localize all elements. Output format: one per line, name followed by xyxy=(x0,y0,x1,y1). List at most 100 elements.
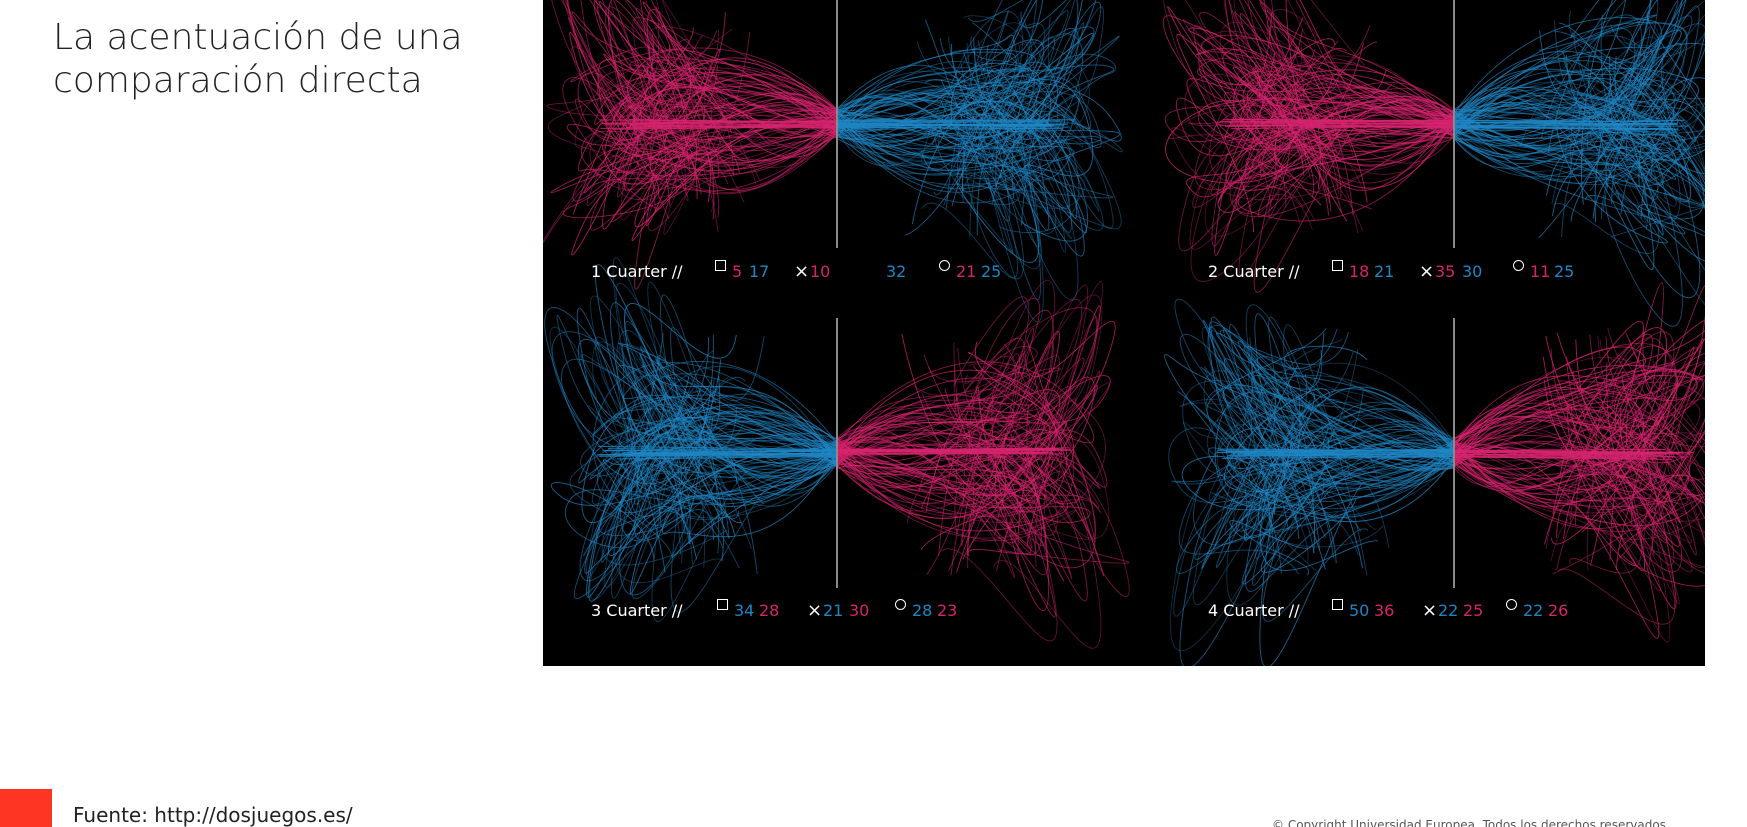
trajectory-line xyxy=(1240,38,1455,166)
trajectory-line xyxy=(1224,394,1455,536)
trajectory-line xyxy=(1188,27,1455,135)
trajectory-line xyxy=(1203,370,1455,499)
trajectory-line xyxy=(1453,53,1705,193)
trajectory-line xyxy=(836,112,1050,236)
trajectory-line xyxy=(836,412,1033,549)
trajectory-line xyxy=(1248,433,1455,502)
trajectory-line xyxy=(543,84,838,244)
copyright-note: © Copyright Universidad Europea. Todos l… xyxy=(1272,818,1666,827)
trajectory-core-line xyxy=(1453,453,1664,456)
trajectory-line xyxy=(836,0,1044,207)
trajectory-line xyxy=(1197,58,1455,153)
trajectory-line xyxy=(836,433,1038,502)
trajectory-line xyxy=(1453,43,1705,181)
trajectory-line xyxy=(1252,375,1455,564)
trajectory-line xyxy=(1453,61,1697,142)
quarter-trajectories-1 xyxy=(543,0,1123,323)
trajectory-line xyxy=(1201,365,1455,569)
trajectory-line xyxy=(1453,336,1704,440)
trajectory-line xyxy=(836,447,1102,649)
trajectory-line xyxy=(1453,138,1676,188)
trajectory-line xyxy=(1453,381,1705,467)
trajectory-core-line xyxy=(1453,119,1685,124)
circle-symbol-icon xyxy=(1506,599,1517,610)
trajectory-line xyxy=(1453,0,1627,138)
circle-value-b: 23 xyxy=(937,601,958,620)
trajectory-line xyxy=(1453,105,1686,235)
trajectory-core-line xyxy=(836,452,1064,455)
trajectory-line xyxy=(1198,100,1455,154)
trajectory-line xyxy=(629,56,838,114)
trajectory-line xyxy=(592,341,838,486)
trajectory-line xyxy=(836,298,1041,463)
trajectory-line xyxy=(1274,113,1455,231)
trajectory-line xyxy=(1222,48,1455,212)
trajectory-line xyxy=(1214,52,1455,256)
trajectory-line xyxy=(1453,441,1692,552)
trajectory-line xyxy=(1453,335,1678,456)
trajectory-line xyxy=(836,327,1034,576)
trajectory-line xyxy=(1271,0,1455,147)
trajectory-line xyxy=(627,49,838,141)
trajectory-line xyxy=(1453,70,1683,327)
trajectory-core-line xyxy=(600,126,838,129)
trajectory-core-line xyxy=(1221,120,1455,124)
circle-value-a: 28 xyxy=(912,601,933,620)
quarter-legend-4: 4 Cuarter // 50 36 × 22 25 22 26 xyxy=(1208,599,1608,623)
trajectory-line xyxy=(1453,402,1660,639)
trajectory-core-line xyxy=(616,455,838,460)
trajectory-line xyxy=(1453,337,1667,504)
trajectory-line xyxy=(567,0,838,192)
trajectory-line xyxy=(647,281,838,470)
trajectory-canvas xyxy=(543,0,1705,666)
trajectory-line xyxy=(1246,97,1455,151)
trajectory-line xyxy=(1453,394,1675,566)
trajectory-line xyxy=(836,35,1120,156)
trajectory-line xyxy=(551,447,838,560)
cross-value-b: 25 xyxy=(1463,601,1484,620)
trajectory-line xyxy=(1208,453,1455,502)
trajectory-line xyxy=(1453,10,1645,138)
trajectory-line xyxy=(836,375,1111,450)
trajectory-line xyxy=(1183,19,1455,221)
trajectory-line xyxy=(836,438,1047,556)
trajectory-line xyxy=(1205,387,1455,549)
trajectory-line xyxy=(1453,69,1705,306)
square-symbol-icon xyxy=(1332,260,1343,271)
trajectory-line xyxy=(836,18,1122,230)
trajectory-line xyxy=(608,0,838,128)
trajectory-line xyxy=(618,422,838,498)
trajectory-core-line xyxy=(607,122,838,126)
trajectory-line xyxy=(1254,64,1455,154)
trajectory-line xyxy=(1261,65,1455,142)
cross-value-b: 32 xyxy=(886,262,907,281)
trajectory-line xyxy=(836,449,1077,542)
square-symbol-icon xyxy=(1332,599,1343,610)
trajectory-line xyxy=(1453,332,1680,547)
trajectory-line xyxy=(626,416,838,479)
trajectory-line xyxy=(836,453,1130,564)
trajectory-line xyxy=(836,94,1066,148)
trajectory-line xyxy=(1453,368,1698,468)
cross-symbol-icon: × xyxy=(794,261,810,282)
trajectory-line xyxy=(1241,426,1455,576)
trajectory-line xyxy=(836,33,1084,193)
square-symbol-icon xyxy=(717,599,728,610)
trajectory-line xyxy=(562,77,838,209)
trajectory-line xyxy=(1259,386,1455,666)
circle-value-a: 11 xyxy=(1530,262,1551,281)
cross-value-a: 22 xyxy=(1438,601,1459,620)
trajectory-line xyxy=(1207,325,1455,516)
trajectory-line xyxy=(836,85,1089,242)
trajectory-core-line xyxy=(1226,448,1455,453)
trajectory-line xyxy=(633,59,838,133)
trajectory-line xyxy=(1235,429,1455,551)
cross-symbol-icon: × xyxy=(1419,261,1435,282)
trajectory-line xyxy=(1186,29,1455,141)
trajectory-line xyxy=(836,92,1042,300)
trajectory-line xyxy=(836,454,1049,576)
trajectory-line xyxy=(1176,33,1455,233)
circle-value-b: 26 xyxy=(1548,601,1569,620)
trajectory-line xyxy=(1260,41,1455,178)
trajectory-line xyxy=(836,81,1122,142)
